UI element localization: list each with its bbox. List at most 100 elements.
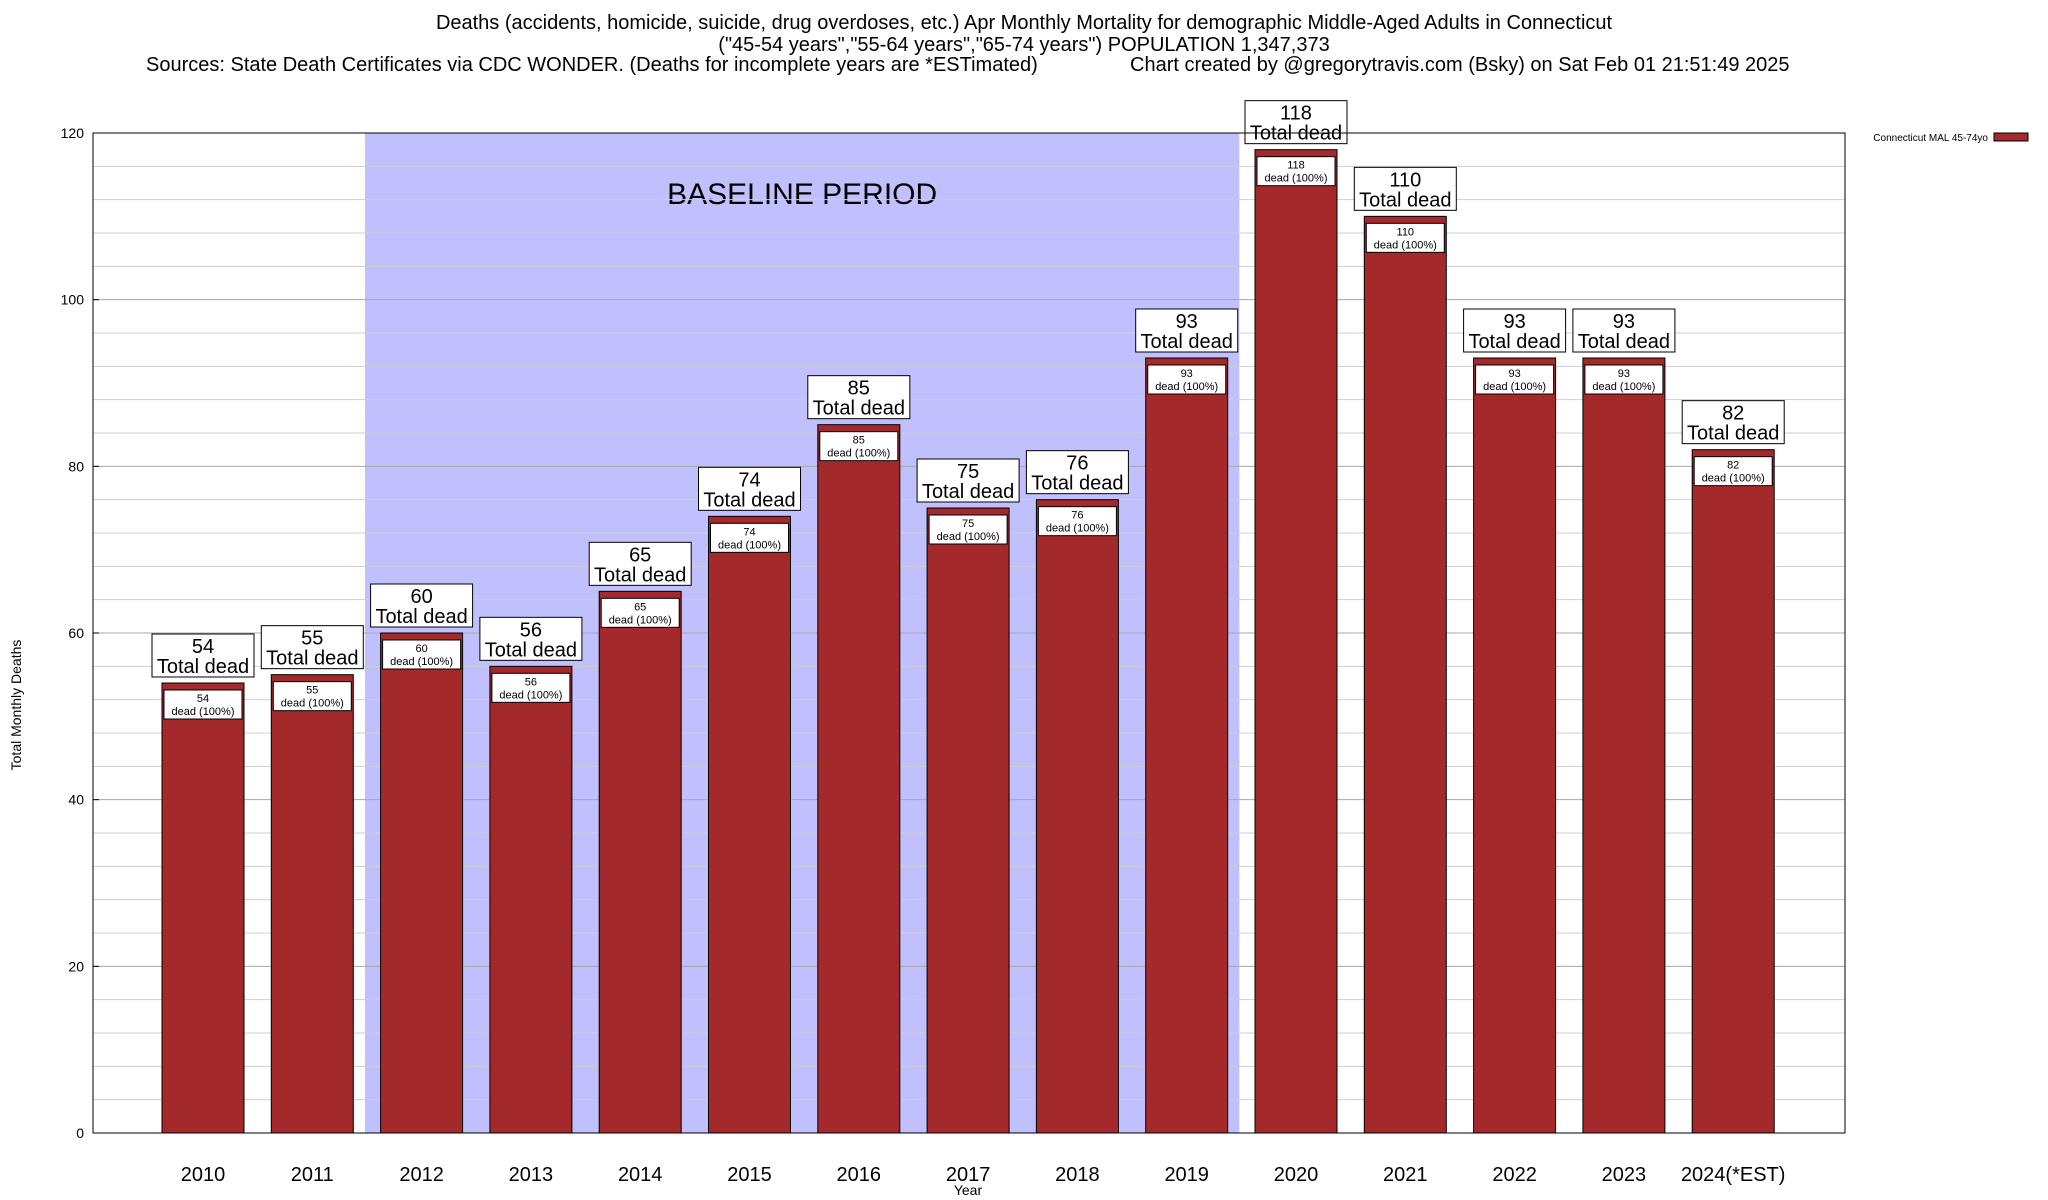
bar [817, 424, 901, 1134]
x-tick-label: 2022 [1492, 1164, 1537, 1186]
bar-top-suffix: Total dead [1468, 331, 1560, 353]
bar-top-label-box [1244, 100, 1348, 145]
bar-top-label-box [370, 583, 474, 628]
bar [1363, 215, 1447, 1134]
x-tick-label: 2016 [837, 1164, 882, 1186]
legend-label: Connecticut MAL 45-74yo [1873, 133, 1988, 144]
bar-top-suffix: Total dead [1687, 423, 1779, 445]
bar-top-suffix: Total dead [1250, 123, 1342, 145]
bar-top-suffix: Total dead [1359, 189, 1451, 211]
bar-inner-suffix: dead (100%) [1155, 381, 1218, 393]
chart-title: Deaths (accidents, homicide, suicide, dr… [0, 12, 2048, 56]
bar [489, 665, 573, 1134]
bar-top-suffix: Total dead [594, 564, 686, 586]
bar-top-label-box [1572, 308, 1676, 353]
title-line-2: ("45-54 years","55-64 years","65-74 year… [718, 34, 1330, 56]
bar-inner-value: 54 [197, 693, 209, 705]
bar-inner-label-box [928, 514, 1008, 545]
baseline-period-label: BASELINE PERIOD [667, 178, 937, 211]
bar-top-suffix: Total dead [922, 481, 1014, 503]
legend-swatch [1993, 132, 2029, 142]
bar-top-label-box [916, 458, 1020, 503]
bar-inner-value: 74 [743, 526, 755, 538]
bar-top-suffix: Total dead [375, 606, 467, 628]
bar [1145, 357, 1229, 1134]
bar-top-label-box [1353, 166, 1457, 211]
bar [598, 590, 682, 1134]
bar-inner-label-box [1475, 364, 1555, 395]
bar-top-value: 75 [957, 461, 979, 483]
x-tick-label: 2012 [399, 1164, 444, 1186]
y-tick-label: 100 [61, 292, 85, 308]
bar-top-suffix: Total dead [485, 639, 577, 661]
bar-inner-value: 82 [1727, 460, 1739, 472]
y-tick-label: 60 [68, 625, 84, 641]
bar [380, 632, 464, 1134]
bar-inner-label-box [382, 639, 462, 670]
bar-inner-label-box [1256, 156, 1336, 187]
bar-inner-suffix: dead (100%) [499, 689, 562, 701]
bar-inner-suffix: dead (100%) [1702, 473, 1765, 485]
bar [270, 674, 354, 1134]
bar-inner-value: 65 [634, 601, 646, 613]
bar-top-value: 74 [738, 469, 760, 491]
bar-inner-suffix: dead (100%) [937, 531, 1000, 543]
bar [1035, 499, 1119, 1134]
bar-inner-value: 60 [415, 643, 427, 655]
bar-top-value: 65 [629, 544, 651, 566]
bar-top-suffix: Total dead [266, 648, 358, 670]
bar-inner-suffix: dead (100%) [718, 539, 781, 551]
bar-top-value: 54 [192, 636, 214, 658]
bar-top-value: 93 [1503, 311, 1525, 333]
x-tick-label: 2018 [1055, 1164, 1100, 1186]
bar-top-label-box [588, 541, 692, 586]
bar-inner-label-box [1584, 364, 1664, 395]
bar-inner-value: 75 [962, 518, 974, 530]
bar-top-value: 56 [520, 619, 542, 641]
bar-inner-suffix: dead (100%) [827, 448, 890, 460]
bar-inner-suffix: dead (100%) [281, 698, 344, 710]
x-tick-label: 2017 [946, 1164, 991, 1186]
x-tick-label: 2020 [1274, 1164, 1319, 1186]
y-tick-label: 40 [68, 792, 84, 808]
bar-top-value: 60 [410, 586, 432, 608]
bar-inner-value: 55 [306, 685, 318, 697]
x-tick-label: 2010 [181, 1164, 226, 1186]
bar-inner-label-box [710, 522, 789, 553]
bar-inner-label-box [600, 597, 680, 628]
bar-top-label-box [151, 633, 255, 678]
bar-top-value: 82 [1722, 403, 1744, 425]
bar [708, 515, 791, 1134]
bar-inner-suffix: dead (100%) [1592, 381, 1655, 393]
x-tick-label: 2019 [1164, 1164, 1209, 1186]
bar-top-label-box [1463, 308, 1567, 353]
bar-inner-label-box [819, 431, 899, 462]
bar-top-label-box [807, 375, 911, 420]
bar-inner-suffix: dead (100%) [390, 656, 453, 668]
bar-inner-label-box [1147, 364, 1227, 395]
bar-inner-suffix: dead (100%) [1046, 523, 1109, 535]
bar-inner-value: 76 [1071, 510, 1083, 522]
bar-inner-value: 110 [1397, 226, 1415, 238]
bar-top-suffix: Total dead [1141, 331, 1233, 353]
bar-top-label-box [260, 625, 364, 670]
bar-inner-value: 85 [853, 435, 865, 447]
title-line-1: Deaths (accidents, homicide, suicide, dr… [435, 12, 1613, 34]
bar-top-suffix: Total dead [703, 489, 795, 511]
bar-inner-value: 93 [1508, 368, 1520, 380]
bar-top-value: 118 [1280, 103, 1312, 125]
bar-inner-suffix: dead (100%) [172, 706, 235, 718]
bar-top-value: 93 [1613, 311, 1635, 333]
bar [926, 507, 1010, 1134]
bar-inner-label-box [1365, 222, 1445, 253]
y-tick-label: 0 [76, 1125, 84, 1141]
bar-top-label-box [1135, 308, 1239, 353]
bar-inner-label-box [491, 672, 571, 703]
bar-top-suffix: Total dead [157, 656, 249, 678]
bar-top-label-box [698, 466, 801, 511]
bar-top-suffix: Total dead [813, 398, 905, 420]
bar-inner-label-box [1037, 506, 1117, 537]
bar-inner-value: 93 [1181, 368, 1193, 380]
x-tick-label: 2014 [618, 1164, 663, 1186]
